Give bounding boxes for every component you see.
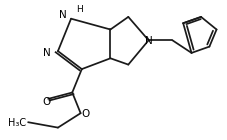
Text: O: O [81,109,89,119]
Text: O: O [42,97,50,107]
Text: N: N [59,10,66,20]
Text: H: H [76,5,82,14]
Text: N: N [145,36,152,46]
Text: H₃C: H₃C [8,118,26,128]
Text: N: N [43,48,51,58]
